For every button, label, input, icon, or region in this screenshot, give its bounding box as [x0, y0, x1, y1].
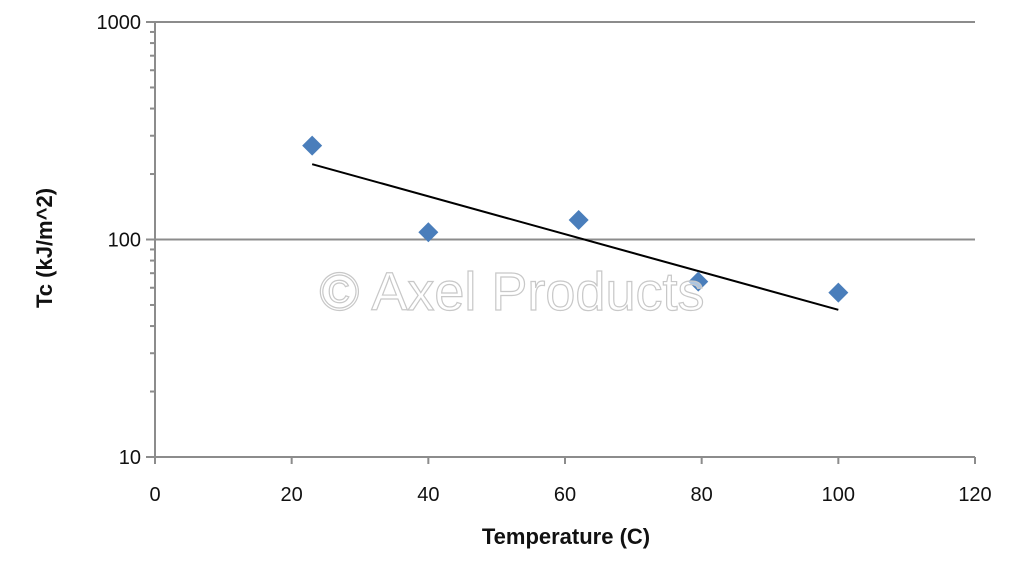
y-tick-label: 10 [119, 447, 141, 469]
x-axis-title: Temperature (C) [482, 524, 650, 549]
points-layer [302, 135, 849, 303]
x-tick-label: 120 [958, 484, 991, 506]
axes-layer [146, 21, 976, 464]
data-point [568, 209, 589, 230]
y-tick-label: 1000 [97, 12, 142, 34]
y-axis-title: Tc (kJ/m^2) [32, 188, 57, 308]
x-tick-label: 40 [417, 484, 439, 506]
data-point [302, 135, 323, 156]
grid-layer [155, 21, 975, 241]
trendline-layer [311, 163, 839, 311]
x-tick-label: 20 [281, 484, 303, 506]
y-tick-label: 100 [108, 230, 141, 252]
watermark-text: © Axel Products [320, 262, 705, 322]
tick-labels-layer: 10 100 1000 0 20 40 60 80 100 120 [97, 12, 992, 506]
x-tick-label: 80 [691, 484, 713, 506]
x-tick-label: 60 [554, 484, 576, 506]
x-tick-label: 100 [822, 484, 855, 506]
data-point [418, 222, 439, 243]
data-point [828, 282, 849, 303]
trendline [311, 163, 839, 311]
data-point [688, 271, 709, 292]
x-tick-label: 0 [149, 484, 160, 506]
